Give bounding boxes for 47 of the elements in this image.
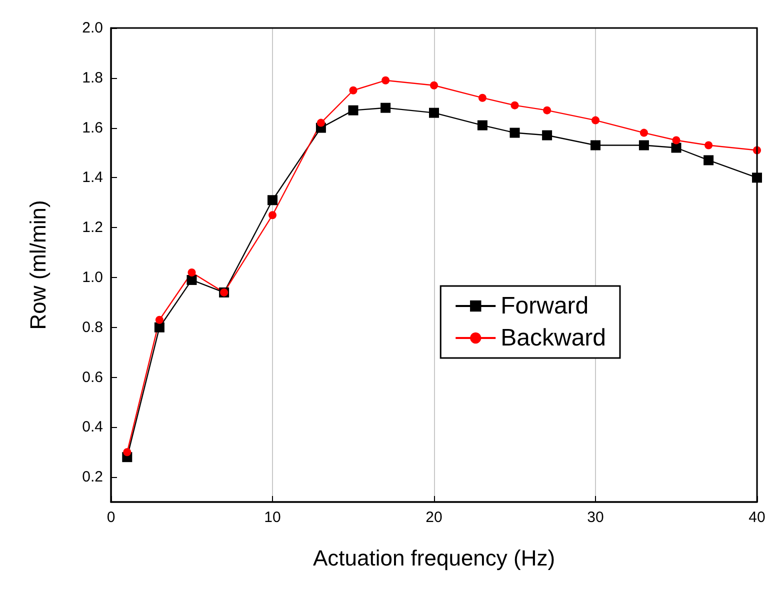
point [123,448,132,456]
point [510,101,519,110]
point [268,195,278,206]
point [154,322,164,332]
point [477,120,488,130]
point [349,86,358,94]
point [638,140,649,150]
point [478,94,486,102]
point [430,81,438,90]
point [382,76,390,84]
point [590,140,600,150]
point [348,105,358,116]
x-tick-label: 0 [106,509,116,526]
point [155,316,164,324]
x-tick-label: 10 [264,509,281,526]
point [672,136,680,144]
y-tick-label: 1.2 [82,219,103,236]
point [704,141,713,150]
y-tick-label: 0.8 [82,318,103,336]
y-tick-label: 0.6 [82,368,103,386]
y-tick-label: 2.0 [82,20,103,36]
x-axis-title: Actuation frequency (Hz) [312,546,556,570]
point [671,142,682,153]
point [510,128,520,138]
point [704,155,714,166]
legend-label: Backward [500,324,606,352]
point [380,102,391,113]
point [429,108,439,118]
legend-label: Forward [500,292,589,320]
point [188,268,196,276]
x-tick-label: 40 [748,509,766,526]
point [316,118,325,127]
y-tick-label: 0.4 [82,418,103,436]
point [543,106,552,114]
point [186,274,197,285]
y-tick-label: 1.6 [82,119,103,136]
y-tick-label: 1.0 [82,268,103,286]
point [542,130,552,140]
y-tick-label: 1.4 [82,169,103,186]
y-axis-title: Row (ml/min) [26,200,50,330]
point [268,211,276,220]
x-tick-label: 20 [426,509,442,526]
y-tick-label: 1.8 [82,69,103,86]
y-tick-label: 0.2 [82,468,103,486]
x-tick-label: 30 [587,509,604,526]
point [640,128,648,137]
point [592,116,600,124]
